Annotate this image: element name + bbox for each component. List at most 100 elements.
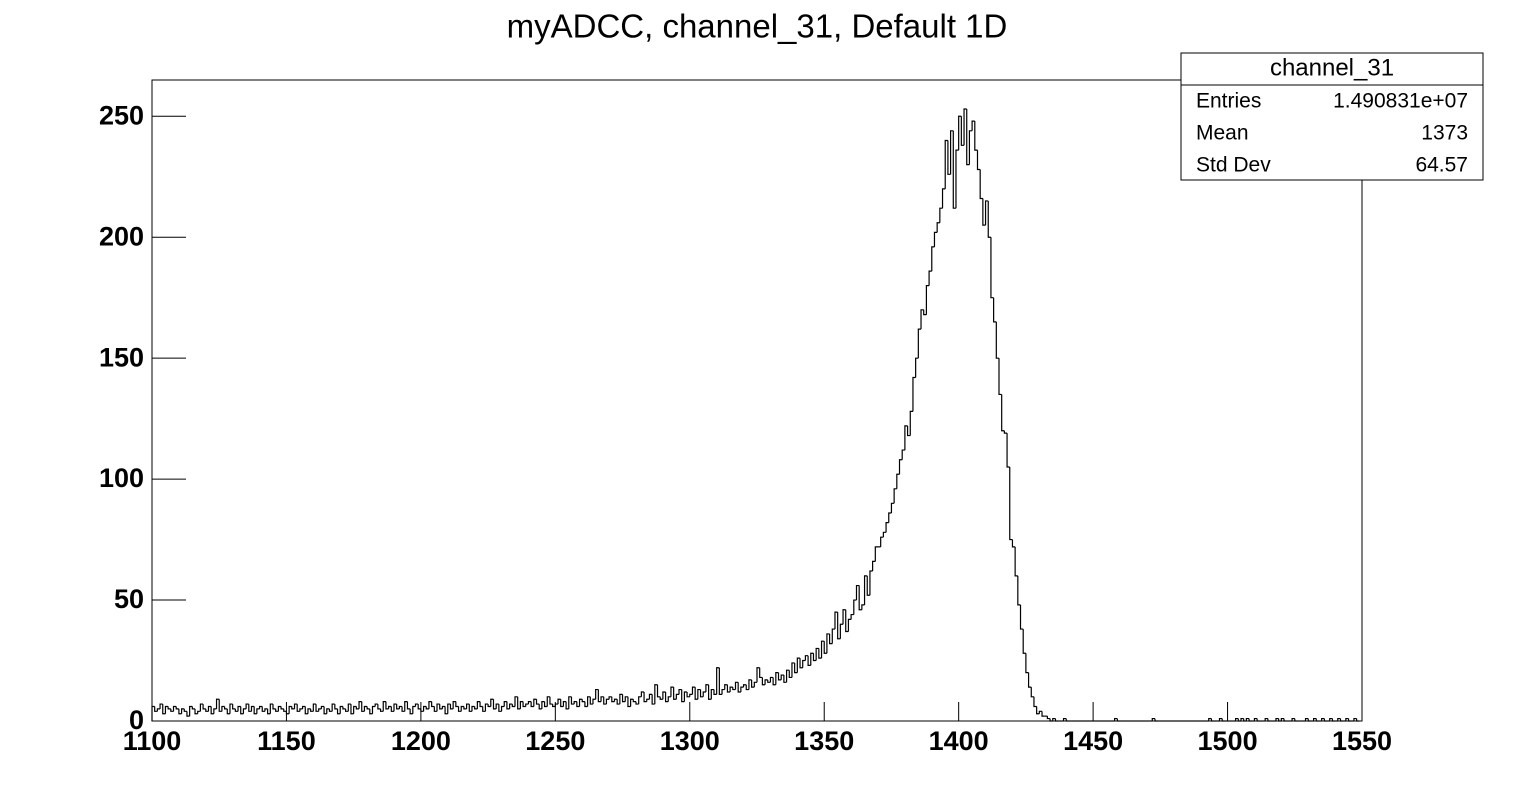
bin xyxy=(984,200,989,226)
bin xyxy=(611,696,615,703)
bin xyxy=(1046,716,1051,720)
bin xyxy=(234,708,239,712)
bin xyxy=(635,701,639,705)
bin xyxy=(452,701,456,709)
bin xyxy=(1280,717,1285,721)
bin xyxy=(675,693,680,700)
bin xyxy=(226,708,230,715)
bin xyxy=(775,672,779,685)
bin xyxy=(414,703,419,707)
bin xyxy=(232,704,236,710)
bin xyxy=(466,703,470,709)
bin xyxy=(839,623,844,639)
bin xyxy=(928,270,932,286)
bin xyxy=(890,502,895,513)
bin xyxy=(293,703,298,709)
bin xyxy=(363,705,368,712)
bin xyxy=(519,701,524,709)
bin xyxy=(366,706,370,710)
bin xyxy=(385,701,389,710)
bin xyxy=(603,696,607,705)
bin xyxy=(901,449,905,460)
bin xyxy=(823,641,827,654)
bin xyxy=(554,703,559,707)
bin xyxy=(829,633,833,645)
bin xyxy=(1017,575,1021,606)
bin xyxy=(882,531,887,538)
bin xyxy=(245,703,249,709)
bin xyxy=(557,698,561,705)
bin xyxy=(253,706,257,715)
bin xyxy=(987,200,991,238)
bin xyxy=(874,546,878,562)
bin xyxy=(207,705,212,712)
bin xyxy=(318,708,322,712)
bin xyxy=(422,705,427,712)
bin xyxy=(643,691,647,703)
bin xyxy=(990,237,994,299)
bin xyxy=(1065,718,1069,722)
bin xyxy=(404,701,408,712)
bin xyxy=(172,705,177,712)
bin xyxy=(936,222,940,233)
bin xyxy=(1339,718,1344,722)
bin xyxy=(484,703,489,712)
bin xyxy=(320,705,325,709)
bin xyxy=(326,708,330,714)
bin xyxy=(710,688,714,700)
bin xyxy=(917,328,922,359)
x-tick-label: 1550 xyxy=(1332,726,1392,756)
bin xyxy=(310,708,314,712)
bin xyxy=(673,687,677,700)
y-tick-label: 0 xyxy=(129,705,144,735)
bin xyxy=(242,708,247,714)
bin xyxy=(1313,717,1317,721)
bin xyxy=(589,696,593,705)
bin xyxy=(751,679,755,688)
bin xyxy=(888,512,892,523)
bin xyxy=(275,708,279,712)
bin xyxy=(379,708,384,712)
bin xyxy=(1264,717,1268,721)
bin xyxy=(947,140,951,175)
bin xyxy=(925,285,930,315)
bin xyxy=(409,708,413,715)
bin xyxy=(807,655,811,666)
bin xyxy=(476,701,481,709)
bin xyxy=(498,704,502,712)
bin xyxy=(769,676,774,683)
bin xyxy=(699,689,704,698)
bin xyxy=(812,653,817,662)
bin xyxy=(527,701,532,705)
stats-frame xyxy=(1180,52,1484,181)
bin xyxy=(826,633,830,654)
bin xyxy=(1235,717,1239,721)
bin xyxy=(164,705,169,714)
bin xyxy=(490,698,494,707)
bin xyxy=(667,696,671,702)
bin xyxy=(560,699,564,708)
bin xyxy=(713,689,717,695)
bin xyxy=(756,667,760,683)
bin xyxy=(759,667,763,679)
x-tick-label: 1250 xyxy=(525,726,585,756)
bin xyxy=(659,696,663,700)
bin xyxy=(258,705,263,709)
bin xyxy=(420,708,424,712)
bin xyxy=(619,693,623,705)
bin xyxy=(950,130,954,175)
stats-box: channel_31 Entries 1.490831e+07 Mean 1373 St… xyxy=(1180,52,1484,181)
bin xyxy=(307,708,311,714)
bin xyxy=(1009,467,1013,541)
bin xyxy=(277,705,282,712)
bin xyxy=(780,674,784,680)
bin xyxy=(729,686,733,692)
bin xyxy=(256,708,260,714)
bin xyxy=(785,669,790,683)
bin xyxy=(291,706,295,710)
bin xyxy=(788,670,792,679)
bin xyxy=(638,696,642,705)
bin xyxy=(328,708,333,712)
bin xyxy=(1011,539,1016,548)
